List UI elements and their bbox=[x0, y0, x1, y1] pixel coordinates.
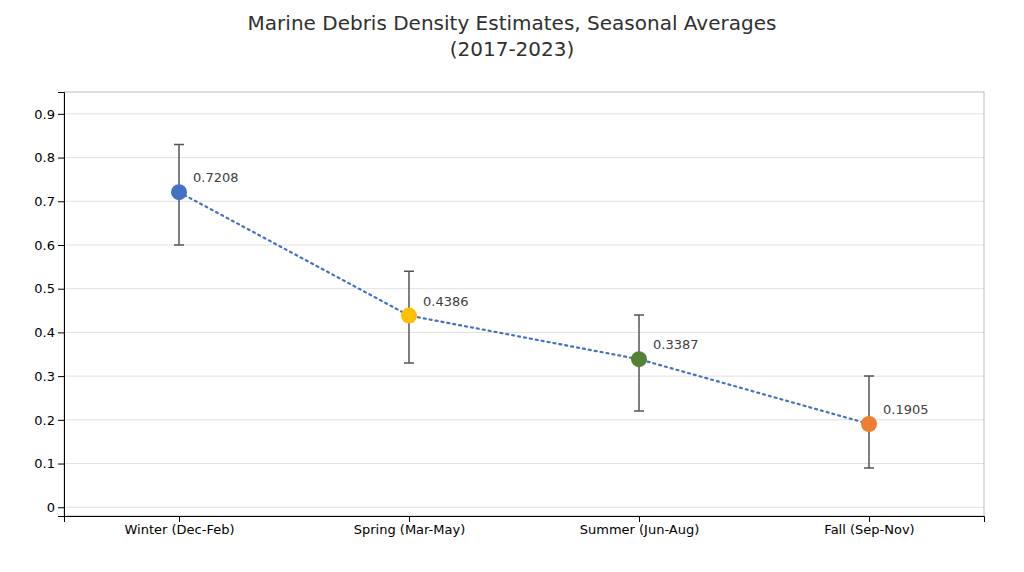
x-tick-mark bbox=[869, 516, 870, 522]
x-tick: Fall (Sep-Nov) bbox=[824, 516, 914, 537]
x-tick: Winter (Dec-Feb) bbox=[125, 516, 235, 537]
x-axis: Winter (Dec-Feb) Spring (Mar-May) Summer (… bbox=[65, 516, 985, 537]
y-axis-line bbox=[58, 93, 65, 517]
grid-line bbox=[64, 463, 984, 464]
data-label: 0.7208 bbox=[193, 170, 239, 185]
y-axis: 0 0.1 0.2 0.3 0.4 0.5 0.6 0.7 0.8 0.9 bbox=[34, 93, 64, 517]
grid-line bbox=[64, 157, 984, 158]
y-tick: 0.5 bbox=[34, 281, 64, 296]
marker bbox=[401, 308, 417, 324]
y-tick-label: 0.7 bbox=[34, 194, 55, 209]
y-tick-mark bbox=[58, 201, 64, 202]
y-tick: 0.7 bbox=[34, 194, 64, 209]
grid-line bbox=[64, 332, 984, 333]
x-tick-label: Summer (Jun-Aug) bbox=[580, 522, 700, 537]
grid bbox=[64, 114, 984, 507]
plot-frame bbox=[64, 92, 984, 516]
chart-container: Marine Debris Density Estimates, Seasona… bbox=[0, 0, 1024, 572]
data-label: 0.1905 bbox=[883, 402, 929, 417]
y-tick: 0.6 bbox=[34, 238, 64, 253]
x-tick-label: Spring (Mar-May) bbox=[354, 522, 466, 537]
marker bbox=[861, 416, 877, 432]
x-axis-line bbox=[65, 517, 985, 523]
y-tick-label: 0.6 bbox=[34, 238, 55, 253]
y-tick-mark bbox=[58, 420, 64, 421]
y-tick-mark bbox=[58, 464, 64, 465]
grid-line bbox=[64, 376, 984, 377]
chart-title-line: (2017-2023) bbox=[450, 37, 575, 61]
y-tick-mark bbox=[58, 507, 64, 508]
y-tick: 0.9 bbox=[34, 107, 64, 122]
y-tick-mark bbox=[58, 289, 64, 290]
chart-title-line: Marine Debris Density Estimates, Seasona… bbox=[248, 11, 777, 35]
y-tick: 0.2 bbox=[34, 412, 64, 427]
x-tick: Spring (Mar-May) bbox=[354, 516, 466, 537]
x-tick-mark bbox=[639, 516, 640, 522]
x-tick-mark bbox=[409, 516, 410, 522]
y-tick-label: 0.8 bbox=[34, 150, 55, 165]
x-tick-mark bbox=[179, 516, 180, 522]
x-tick: Summer (Jun-Aug) bbox=[580, 516, 700, 537]
y-tick-label: 0.1 bbox=[34, 456, 55, 471]
grid-line bbox=[64, 201, 984, 202]
y-tick-label: 0.4 bbox=[34, 325, 55, 340]
data-label: 0.4386 bbox=[423, 294, 469, 309]
x-tick-label: Winter (Dec-Feb) bbox=[125, 522, 235, 537]
plot-area: 0 0.1 0.2 0.3 0.4 0.5 0.6 0.7 0.8 0.9 Winter (Dec-… bbox=[34, 92, 984, 537]
chart-svg: Marine Debris Density Estimates, Seasona… bbox=[0, 0, 1024, 572]
y-tick-mark bbox=[58, 158, 64, 159]
y-tick-label: 0.5 bbox=[34, 281, 55, 296]
grid-line bbox=[64, 419, 984, 420]
marker bbox=[171, 184, 187, 200]
y-tick-mark bbox=[58, 376, 64, 377]
grid-line bbox=[64, 507, 984, 508]
line bbox=[179, 192, 869, 424]
y-tick-mark bbox=[58, 114, 64, 115]
y-tick-mark bbox=[58, 245, 64, 246]
y-tick: 0 bbox=[47, 500, 64, 515]
data-label: 0.3387 bbox=[653, 337, 699, 352]
y-tick-label: 0.9 bbox=[34, 107, 55, 122]
grid-line bbox=[64, 288, 984, 289]
grid-line bbox=[64, 113, 984, 114]
y-tick: 0.3 bbox=[34, 369, 64, 384]
y-tick: 0.1 bbox=[34, 456, 64, 471]
y-tick: 0.8 bbox=[34, 150, 64, 165]
marker bbox=[631, 351, 647, 367]
y-tick-label: 0.2 bbox=[34, 412, 55, 427]
y-tick-label: 0 bbox=[47, 500, 55, 515]
grid-line bbox=[64, 244, 984, 245]
y-tick-mark bbox=[58, 332, 64, 333]
y-tick-label: 0.3 bbox=[34, 369, 55, 384]
data-labels: 0.7208 0.4386 0.3387 0.1905 bbox=[193, 170, 929, 417]
marks bbox=[171, 144, 877, 467]
chart-title: Marine Debris Density Estimates, Seasona… bbox=[248, 11, 777, 61]
x-tick-label: Fall (Sep-Nov) bbox=[824, 522, 914, 537]
y-tick: 0.4 bbox=[34, 325, 64, 340]
